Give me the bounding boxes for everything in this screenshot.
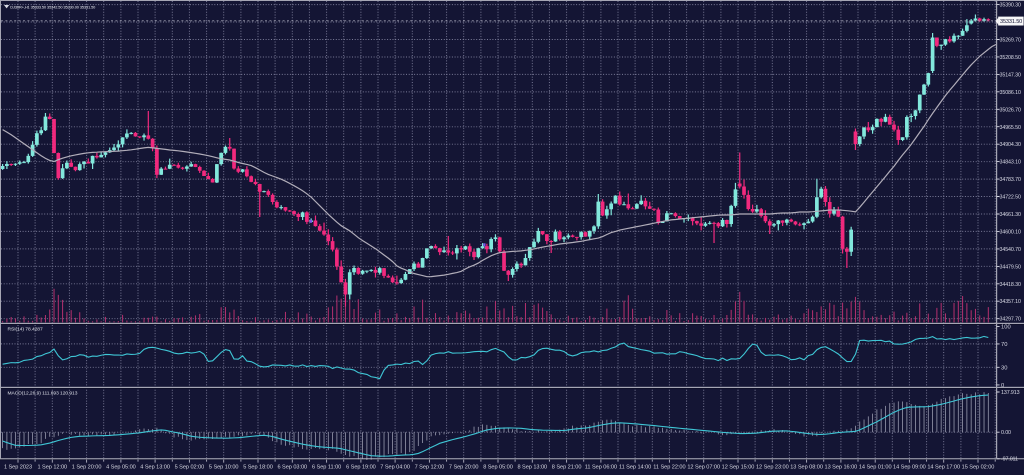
svg-text:13 Sep 16:00: 13 Sep 16:00 xyxy=(825,465,858,471)
svg-text:7 Sep 20:00: 7 Sep 20:00 xyxy=(449,465,479,471)
svg-text:RSI(14) 78.4287: RSI(14) 78.4287 xyxy=(8,326,43,332)
svg-text:-97.011: -97.011 xyxy=(1001,457,1018,463)
svg-text:11 Sep 22:00: 11 Sep 22:00 xyxy=(653,465,685,471)
svg-text:0: 0 xyxy=(1001,383,1004,389)
svg-text:5 Sep 02:00: 5 Sep 02:00 xyxy=(175,465,205,471)
svg-text:8 Sep 21:00: 8 Sep 21:00 xyxy=(552,465,582,471)
svg-text:34904.30: 34904.30 xyxy=(1000,142,1021,148)
svg-text:6 Sep 03:00: 6 Sep 03:00 xyxy=(277,465,307,471)
svg-text:5 Sep 18:00: 5 Sep 18:00 xyxy=(243,465,273,471)
svg-text:MACD(12,26,9) 111.693 120.913: MACD(12,26,9) 111.693 120.913 xyxy=(8,391,78,397)
svg-text:35269.70: 35269.70 xyxy=(1000,38,1021,44)
svg-text:1 Sep 20:00: 1 Sep 20:00 xyxy=(72,465,102,471)
svg-text:70: 70 xyxy=(1001,342,1007,348)
svg-text:34418.30: 34418.30 xyxy=(1000,282,1021,288)
svg-text:11 Sep 06:00: 11 Sep 06:00 xyxy=(585,465,617,471)
svg-text:14 Sep 09:00: 14 Sep 09:00 xyxy=(893,465,926,471)
svg-text:34783.70: 34783.70 xyxy=(1000,177,1021,183)
svg-text:7 Sep 04:00: 7 Sep 04:00 xyxy=(380,465,410,471)
svg-text:7 Sep 12:00: 7 Sep 12:00 xyxy=(415,465,445,471)
svg-text:0.00: 0.00 xyxy=(1001,430,1011,436)
svg-text:35147.30: 35147.30 xyxy=(1000,72,1021,78)
svg-text:8 Sep 13:00: 8 Sep 13:00 xyxy=(517,465,547,471)
svg-text:100: 100 xyxy=(1001,325,1011,331)
svg-text:14 Sep 01:00: 14 Sep 01:00 xyxy=(859,465,892,471)
svg-text:34843.10: 34843.10 xyxy=(1000,160,1021,166)
svg-text:12 Sep 07:00: 12 Sep 07:00 xyxy=(687,465,720,471)
svg-text:5 Sep 10:00: 5 Sep 10:00 xyxy=(209,465,239,471)
svg-text:34297.70: 34297.70 xyxy=(1000,317,1021,323)
svg-text:35390.30: 35390.30 xyxy=(1000,3,1021,9)
svg-text:34479.50: 34479.50 xyxy=(1000,264,1021,270)
svg-text:137.913: 137.913 xyxy=(1001,390,1020,396)
svg-text:11 Sep 14:00: 11 Sep 14:00 xyxy=(619,465,651,471)
svg-text:34540.70: 34540.70 xyxy=(1000,247,1021,253)
svg-text:35026.70: 35026.70 xyxy=(1000,107,1021,113)
svg-text:34661.30: 34661.30 xyxy=(1000,212,1021,218)
svg-text:35331.50: 35331.50 xyxy=(1000,19,1022,25)
svg-text:6 Sep 11:00: 6 Sep 11:00 xyxy=(312,465,341,471)
svg-text:DJ30R+,H1 35333.50 35342.50 3: DJ30R+,H1 35333.50 35342.50 35330.00 353… xyxy=(10,5,96,10)
svg-text:4 Sep 13:00: 4 Sep 13:00 xyxy=(140,465,170,471)
svg-text:35086.10: 35086.10 xyxy=(1000,90,1021,96)
svg-text:34600.10: 34600.10 xyxy=(1000,229,1021,235)
svg-text:1 Sep 12:00: 1 Sep 12:00 xyxy=(37,465,67,471)
svg-text:34357.10: 34357.10 xyxy=(1000,299,1021,305)
svg-text:15 Sep 02:00: 15 Sep 02:00 xyxy=(962,465,995,471)
svg-text:6 Sep 19:00: 6 Sep 19:00 xyxy=(346,465,376,471)
svg-text:34722.50: 34722.50 xyxy=(1000,195,1021,201)
svg-text:8 Sep 05:00: 8 Sep 05:00 xyxy=(483,465,513,471)
svg-text:12 Sep 15:00: 12 Sep 15:00 xyxy=(722,465,755,471)
svg-text:12 Sep 23:00: 12 Sep 23:00 xyxy=(756,465,789,471)
svg-text:13 Sep 08:00: 13 Sep 08:00 xyxy=(790,465,823,471)
svg-text:34965.50: 34965.50 xyxy=(1000,125,1021,131)
svg-text:14 Sep 17:00: 14 Sep 17:00 xyxy=(927,465,960,471)
svg-text:1 Sep 2023: 1 Sep 2023 xyxy=(4,465,32,471)
svg-text:30: 30 xyxy=(1001,365,1007,371)
svg-text:4 Sep 05:00: 4 Sep 05:00 xyxy=(106,465,136,471)
svg-text:35208.50: 35208.50 xyxy=(1000,55,1021,61)
